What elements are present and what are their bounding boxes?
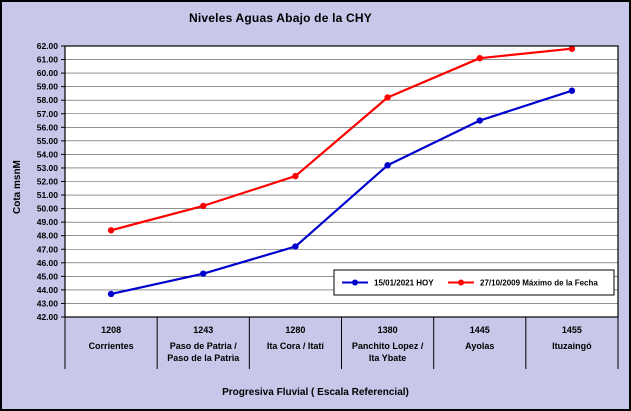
y-tick-label: 62.00 (37, 41, 59, 51)
y-tick-label: 46.00 (37, 258, 59, 268)
y-tick-label: 47.00 (37, 244, 59, 254)
series-marker-0 (384, 162, 391, 169)
series-marker-0 (200, 270, 207, 277)
category-km-label: 1380 (378, 325, 398, 335)
y-tick-label: 61.00 (37, 55, 59, 65)
y-tick-label: 52.00 (37, 177, 59, 187)
series-marker-0 (292, 243, 299, 250)
y-tick-label: 48.00 (37, 231, 59, 241)
series-marker-1 (200, 202, 207, 210)
category-name-label: Paso de la Patria (167, 353, 240, 363)
y-tick-label: 42.00 (37, 312, 59, 322)
category-km-label: 1243 (193, 325, 213, 335)
series-line-0 (109, 89, 574, 296)
legend-marker-1 (458, 279, 464, 286)
series-marker-0 (476, 117, 483, 124)
series-marker-1 (107, 227, 115, 234)
y-tick-label: 51.00 (37, 190, 59, 200)
series-line-1 (109, 47, 574, 232)
x-axis-title: Progresiva Fluvial ( Escala Referencial) (222, 387, 409, 398)
y-tick-label: 49.00 (37, 217, 59, 227)
plot-border (64, 45, 619, 318)
category-name-label: Corrientes (89, 341, 134, 351)
series-marker-1 (476, 54, 483, 62)
series-marker-0 (107, 290, 115, 298)
y-tick-label: 58.00 (37, 95, 59, 105)
chart-title: Niveles Aguas Abajo de la CHY (189, 11, 372, 25)
category-name-label: Ita Ybate (369, 353, 406, 363)
series-marker-0 (568, 87, 576, 94)
y-tick-label: 60.00 (37, 68, 59, 78)
series-marker-1 (384, 94, 391, 101)
category-km-label: 1208 (101, 325, 121, 335)
y-tick-label: 45.00 (37, 271, 59, 281)
y-tick-label: 50.00 (37, 204, 59, 214)
y-tick-label: 54.00 (37, 149, 59, 159)
category-name-label: Ayolas (465, 341, 494, 351)
series-marker-1 (568, 45, 576, 52)
series-marker-1 (292, 172, 299, 180)
category-name-label: Paso de Patria / (170, 341, 238, 351)
y-tick-label: 55.00 (37, 136, 59, 146)
y-tick-label: 57.00 (37, 109, 59, 119)
y-tick-label: 44.00 (37, 285, 59, 295)
category-km-label: 1280 (285, 325, 305, 335)
y-tick-label: 43.00 (37, 298, 59, 308)
legend-label-1: 27/10/2009 Máximo de la Fecha (480, 279, 598, 288)
legend-marker-0 (352, 279, 358, 286)
category-km-label: 1445 (470, 325, 490, 335)
y-tick-label: 53.00 (37, 163, 59, 173)
y-tick-label: 56.00 (37, 122, 59, 132)
category-name-label: Panchito Lopez / (352, 341, 424, 351)
y-tick-label: 59.00 (37, 82, 59, 92)
category-name-label: Ituzaingó (552, 341, 592, 351)
legend-label-0: 15/01/2021 HOY (374, 279, 434, 288)
category-name-label: Ita Cora / Itatí (267, 341, 325, 351)
category-km-label: 1455 (562, 325, 582, 335)
